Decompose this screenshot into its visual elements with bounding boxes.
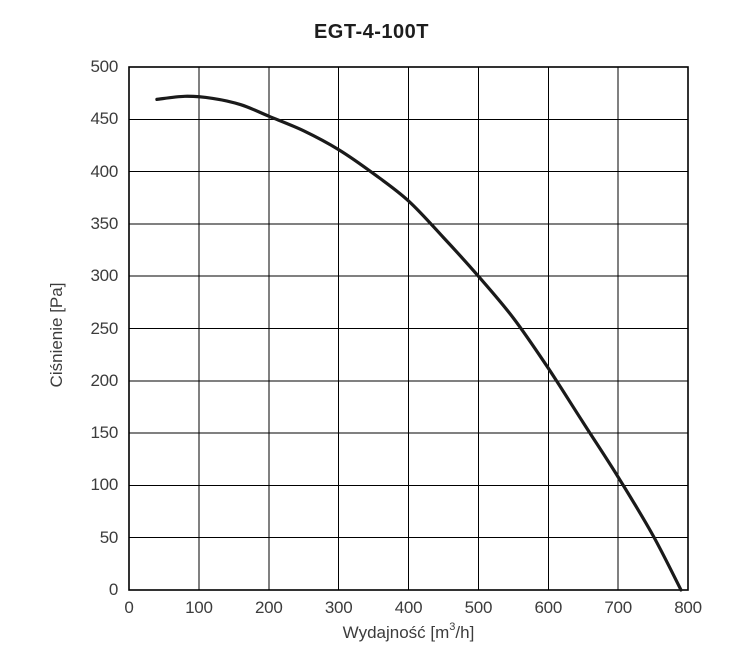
x-tick-label: 400 [394, 598, 423, 617]
y-tick-label: 350 [90, 213, 119, 233]
y-tick-label: 450 [90, 109, 119, 129]
x-tick-label: 300 [324, 598, 353, 617]
x-axis-title-post: /h] [455, 623, 475, 642]
plot-border [128, 66, 689, 591]
y-tick-label: 200 [90, 370, 119, 390]
chart-title: EGT-4-100T [313, 21, 430, 43]
y-tick-label: 150 [90, 423, 119, 443]
y-tick-label: 300 [90, 266, 119, 286]
x-axis-title: Wydajność [m3/h] [129, 621, 688, 643]
x-tick-label: 100 [185, 598, 213, 617]
y-tick-label: 0 [108, 580, 118, 599]
y-tick-label: 500 [90, 57, 119, 76]
x-tick-label: 0 [124, 598, 134, 617]
y-axis-title: Ciśnienie [Pa] [47, 282, 66, 388]
x-tick-label: 700 [604, 598, 632, 617]
performance-curve [155, 94, 683, 592]
x-axis-title-sup: 3 [449, 621, 456, 634]
x-axis-title-pre: Wydajność [m [342, 623, 450, 642]
x-tick-label: 500 [464, 598, 493, 617]
x-tick-label: 600 [534, 598, 563, 617]
y-tick-label: 50 [99, 527, 119, 547]
y-tick-label: 400 [90, 161, 119, 181]
x-tick-label: 800 [674, 598, 702, 617]
y-tick-label: 250 [90, 318, 119, 338]
x-tick-label: 200 [255, 598, 283, 617]
y-tick-label: 100 [90, 475, 119, 495]
grid-lines [129, 67, 688, 590]
